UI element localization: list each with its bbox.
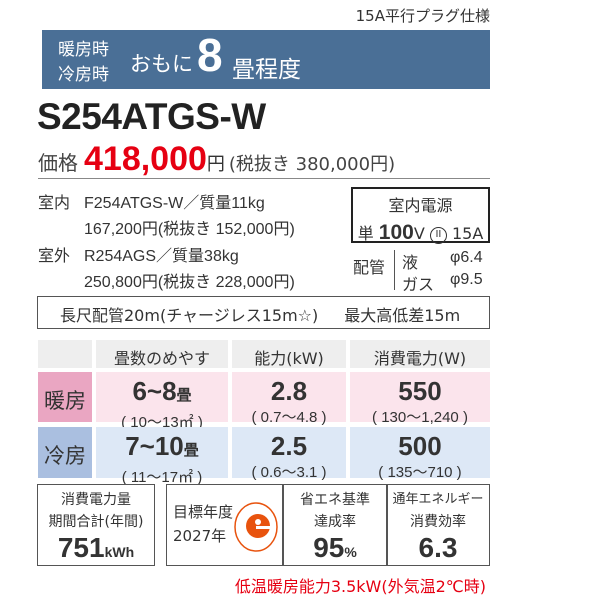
long-pipe-left: 長尺配管20m(チャージレス15m☆) [60,306,319,325]
piping-liquid-size: φ6.4 [450,249,483,266]
power-voltage: 100 [378,221,414,244]
piping-label: 配管 [353,258,386,277]
piping-gas: ガス [402,277,435,294]
energy-efficiency-box: 目標年度 2027年 省エネ基準 達成率 95% 通年エネルギー 消費効率 6.… [166,484,490,566]
outdoor-label: 室外 [38,248,71,265]
piping-liquid: 液 [402,255,419,272]
indoor-model: F254ATGS-W／質量11kg [84,195,265,212]
banner-unit: 畳程度 [232,57,301,83]
row-label-cooling: 冷房 [38,427,92,478]
table-corner [38,340,92,368]
annual-line1: 消費電力量 [61,492,131,508]
banner-tatami: 8 [197,29,223,81]
price-row: 価格 418,000円 (税抜き 380,000円) [38,140,395,179]
plug-type-icon: II [429,227,447,244]
header-tatami: 畳数のめやす [96,340,228,368]
price-tax-excluded: (税抜き 380,000円) [228,154,396,175]
power-amp: 15A [451,224,484,243]
apf-cell: 通年エネルギー 消費効率 6.3 [387,489,489,563]
achievement-value: 95 [313,532,345,563]
cooling-power-range: ( 135～710 ) [378,464,462,481]
target-year-line2: 2027年 [173,527,227,545]
outdoor-model: R254AGS／質量38kg [84,248,239,265]
cooling-capacity-cell: 2.5 ( 0.6～3.1 ) [232,427,346,481]
box-divider [282,485,284,565]
heating-power: 550 [398,376,442,406]
piping-gas-size: φ9.5 [450,271,483,288]
indoor-row: 室内 F254ATGS-W／質量11kg [38,189,265,213]
divider [38,178,490,179]
piping-divider [394,250,395,290]
cooling-capacity-range: ( 0.6～3.1 ) [251,464,327,481]
cooling-tatami-cell: 7~10畳 ( 11～17㎡ ) [96,427,228,486]
cooling-power-cell: 500 ( 135～710 ) [350,427,490,481]
heating-tatami-unit: 畳 [176,387,192,404]
indoor-label: 室内 [38,195,71,212]
achievement-cell: 省エネ基準 達成率 95% [283,489,387,567]
heating-tatami-cell: 6~8畳 ( 10～13㎡ ) [96,372,228,431]
header-power: 消費電力(W) [350,340,490,368]
cooling-tatami: 7~10 [125,431,184,461]
cooling-capacity: 2.5 [270,431,308,461]
heating-power-cell: 550 ( 130～1,240 ) [350,372,490,426]
energy-saving-e-mark-icon [234,502,278,552]
annual-value: 751 [57,532,105,563]
price-value: 418,000 [84,140,207,178]
power-single: 単 [357,224,374,243]
annual-line2: 期間合計(年間) [48,514,144,530]
long-pipe-box: 長尺配管20m(チャージレス15m☆) 最大高低差15m [37,296,490,329]
heating-power-range: ( 130～1,240 ) [372,409,468,426]
power-supply-box: 室内電源 単 100V II 15A [351,187,490,244]
outdoor-row: 室外 R254AGS／質量38kg [38,242,239,266]
apf-value: 6.3 [418,532,458,563]
power-v-unit: V [413,224,425,243]
outdoor-price: 250,800円(税抜き 228,000円) [84,274,295,291]
achievement-line1: 省エネ基準 [300,492,370,508]
box-divider [386,485,388,565]
heating-tatami: 6~8 [132,376,177,406]
banner-omoni: おもに [130,52,193,76]
low-temp-heating-note: 低温暖房能力3.5kW(外気温2℃時) [234,577,486,596]
apf-line2: 消費効率 [410,514,466,530]
price-label: 価格 [38,151,78,175]
model-number: S254ATGS-W [37,96,266,137]
row-label-heating: 暖房 [38,372,92,422]
room-size-banner: 暖房時 冷房時 おもに 8 畳程度 [42,29,490,89]
heating-capacity-cell: 2.8 ( 0.7～4.8 ) [232,372,346,426]
heating-capacity: 2.8 [270,376,308,406]
power-title: 室内電源 [388,196,453,215]
indoor-price: 167,200円(税抜き 152,000円) [84,221,295,238]
banner-cooling: 冷房時 [58,65,109,85]
cooling-area: ( 11～17㎡ ) [121,469,203,486]
long-pipe-right: 最大高低差15m [344,306,461,325]
achievement-unit: % [344,544,357,560]
cooling-power: 500 [398,431,442,461]
apf-line1: 通年エネルギー [392,492,484,507]
cooling-tatami-unit: 畳 [183,442,199,459]
banner-heating: 暖房時 [58,40,109,60]
plug-spec: 15A平行プラグ仕様 [355,7,490,25]
achievement-line2: 達成率 [314,514,356,530]
heating-capacity-range: ( 0.7～4.8 ) [251,409,327,426]
annual-unit: kWh [104,544,135,560]
header-capacity: 能力(kW) [232,340,346,368]
heating-area: ( 10～13㎡ ) [121,414,203,431]
annual-consumption-box: 消費電力量 期間合計(年間) 751kWh [37,484,155,566]
target-year-line1: 目標年度 [173,503,234,521]
price-yen: 円 [206,154,225,175]
